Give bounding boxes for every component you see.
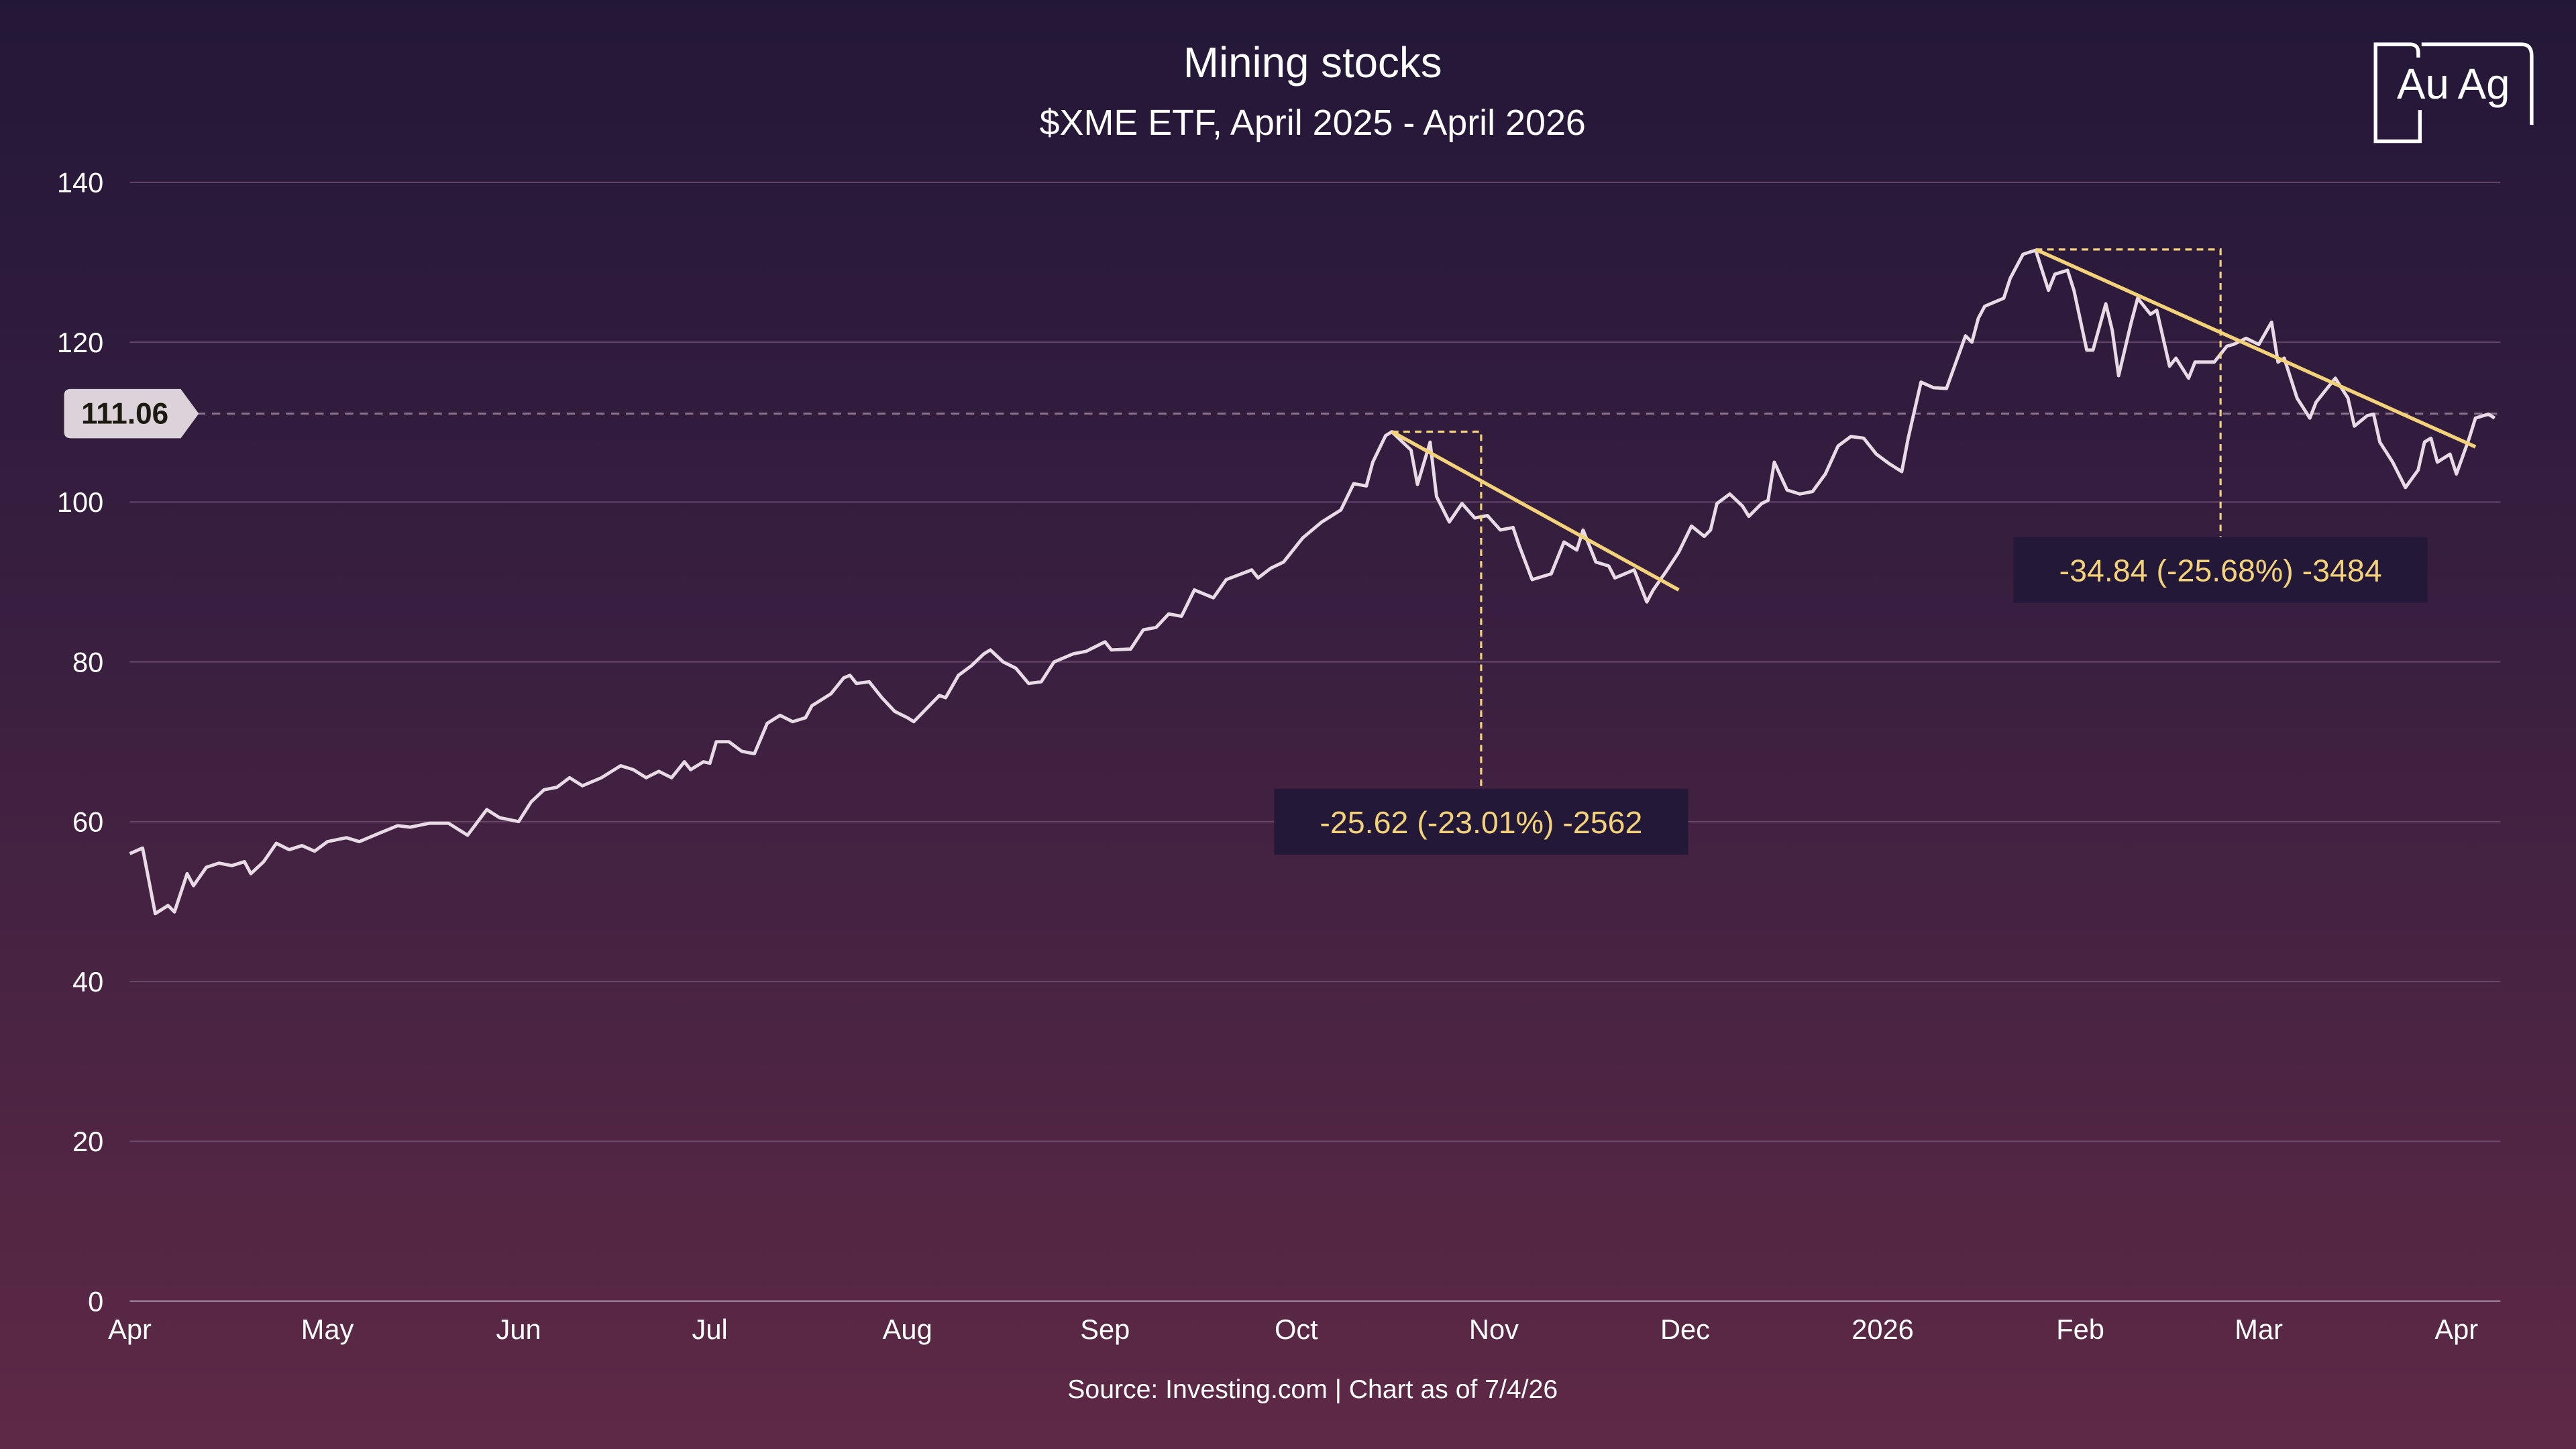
x-tick-label: Apr — [108, 1313, 152, 1345]
source-note: Source: Investing.com | Chart as of 7/4/… — [1067, 1375, 1558, 1404]
gridlines — [129, 181, 2501, 1142]
y-tick-label: 80 — [72, 646, 103, 678]
y-tick-label: 60 — [72, 806, 103, 838]
y-tick-label: 100 — [57, 486, 103, 518]
annotation-1-label: -25.62 (-23.01%) -2562 — [1320, 805, 1642, 840]
chart-subtitle: $XME ETF, April 2025 - April 2026 — [1040, 103, 1586, 143]
current-price-marker: 111.06 — [64, 388, 2501, 439]
x-axis-ticks: Apr May Jun Jul Aug Sep Oct Nov Dec 2026 Feb Mar Apr — [108, 1313, 2478, 1345]
x-tick-label: Mar — [2235, 1313, 2283, 1345]
logo-frame-left — [2373, 42, 2422, 144]
annotation-2-range-box — [2035, 248, 2222, 537]
x-tick-label: Sep — [1080, 1313, 1130, 1345]
y-tick-label: 120 — [57, 327, 103, 358]
annotation-1-range-box — [1391, 430, 1483, 789]
annotation-2: -34.84 (-25.68%) -3484 — [2013, 248, 2477, 603]
y-tick-label: 20 — [72, 1126, 103, 1157]
x-tick-label: May — [301, 1313, 354, 1345]
x-tick-label: Jun — [496, 1313, 541, 1345]
chart-title: Mining stocks — [1183, 39, 1442, 87]
x-tick-label: Dec — [1660, 1313, 1710, 1345]
logo-au: Au — [2397, 60, 2449, 108]
x-tick-label: 2026 — [1851, 1313, 1914, 1345]
annotation-1-label-bg — [1274, 788, 1688, 855]
current-price-label: 111.06 — [81, 397, 168, 430]
annotation-2-trendline — [2035, 248, 2477, 449]
current-price-tag — [64, 388, 199, 439]
y-tick-label: 40 — [72, 966, 103, 998]
auag-logo: Au Ag — [2373, 42, 2534, 144]
series-line-xme — [129, 248, 2496, 916]
x-tick-label: Apr — [2434, 1313, 2478, 1345]
x-tick-label: Nov — [1469, 1313, 1519, 1345]
x-tick-label: Jul — [692, 1313, 728, 1345]
x-tick-label: Oct — [1275, 1313, 1318, 1345]
y-tick-label: 0 — [88, 1285, 103, 1317]
annotation-1-trendline — [1391, 430, 1680, 592]
logo-ag: Ag — [2458, 60, 2510, 108]
annotation-2-label-bg — [2013, 537, 2428, 603]
y-axis-ticks: 0 20 40 60 80 100 120 140 — [57, 167, 103, 1318]
logo-frame-right — [2421, 42, 2534, 125]
annotation-1: -25.62 (-23.01%) -2562 — [1274, 430, 1688, 855]
x-tick-label: Feb — [2056, 1313, 2104, 1345]
annotation-2-label: -34.84 (-25.68%) -3484 — [2059, 553, 2382, 588]
x-tick-label: Aug — [883, 1313, 932, 1345]
y-tick-label: 140 — [57, 167, 103, 199]
